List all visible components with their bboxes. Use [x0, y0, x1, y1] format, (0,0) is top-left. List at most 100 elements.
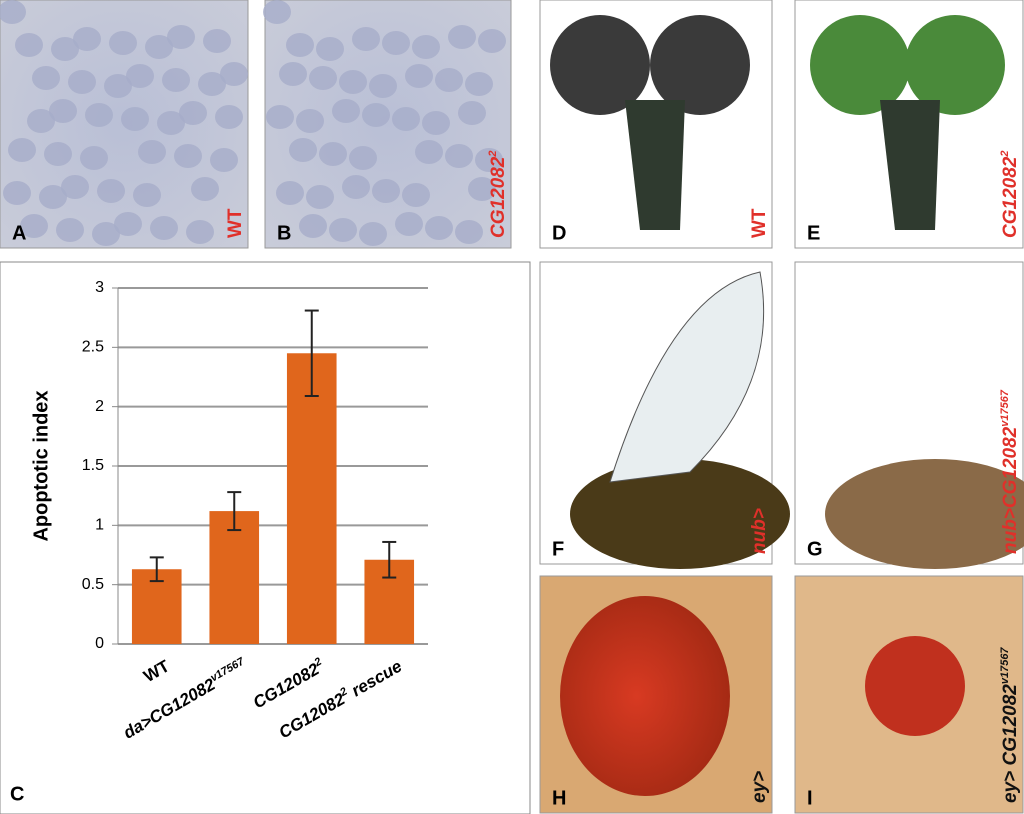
- label-text: WT: [749, 208, 770, 238]
- panel-letter: F: [552, 538, 564, 560]
- cell: [342, 175, 370, 199]
- cell: [279, 62, 307, 86]
- panel-letter: D: [552, 222, 566, 244]
- y-tick-label: 0.5: [82, 576, 104, 593]
- label-text: nub>CG12082: [1000, 426, 1021, 554]
- brain-lobe: [905, 15, 1005, 115]
- cell: [97, 179, 125, 203]
- cell: [468, 177, 496, 201]
- cell: [362, 103, 390, 127]
- cell: [44, 142, 72, 166]
- panel-letter: E: [807, 222, 820, 244]
- cell: [39, 185, 67, 209]
- cell: [186, 220, 214, 244]
- cell: [475, 148, 503, 172]
- cell: [359, 222, 387, 246]
- panel-label: CG120822: [999, 151, 1021, 238]
- panel-label: CG120822: [487, 151, 509, 238]
- cell: [126, 64, 154, 88]
- cell: [405, 64, 433, 88]
- y-tick-label: 2: [95, 398, 104, 415]
- cell: [329, 218, 357, 242]
- y-axis-label: Apoptotic index: [30, 390, 52, 541]
- eye: [865, 636, 965, 736]
- cell: [448, 25, 476, 49]
- cell: [104, 74, 132, 98]
- bar: [209, 511, 260, 644]
- cell: [422, 111, 450, 135]
- error-bar: [227, 491, 242, 532]
- cell: [309, 66, 337, 90]
- cell: [191, 177, 219, 201]
- label-text: nub>: [749, 508, 770, 554]
- cell: [210, 148, 238, 172]
- cell: [332, 99, 360, 123]
- cell: [289, 138, 317, 162]
- cell: [415, 140, 443, 164]
- cell: [150, 216, 178, 240]
- cell: [27, 109, 55, 133]
- cell: [179, 101, 207, 125]
- error-bar: [149, 556, 164, 583]
- cell: [109, 31, 137, 55]
- label-text: ey> CG12082: [1000, 684, 1021, 803]
- cell: [133, 183, 161, 207]
- cell: [316, 37, 344, 61]
- cell: [15, 33, 43, 57]
- cell: [215, 105, 243, 129]
- label-text: WT: [225, 208, 246, 238]
- cell: [435, 68, 463, 92]
- cell: [0, 0, 26, 24]
- cell: [425, 216, 453, 240]
- cell: [32, 66, 60, 90]
- cell: [319, 142, 347, 166]
- fly-body: [570, 459, 790, 569]
- y-tick-label: 3: [95, 279, 104, 296]
- cell: [203, 29, 231, 53]
- cell: [157, 111, 185, 135]
- cell: [402, 183, 430, 207]
- cell: [266, 105, 294, 129]
- wing: [609, 271, 765, 483]
- cell: [138, 140, 166, 164]
- cell: [382, 31, 410, 55]
- cell: [114, 212, 142, 236]
- panel-label: nub>: [749, 508, 770, 554]
- chart-panel: [0, 261, 531, 814]
- y-tick-label: 0: [95, 635, 104, 652]
- cell: [352, 27, 380, 51]
- brain-lobe: [650, 15, 750, 115]
- label-superscript: v17567: [999, 389, 1011, 427]
- cell: [465, 72, 493, 96]
- panel-label: ey>: [749, 771, 770, 803]
- cell: [51, 37, 79, 61]
- cell: [73, 27, 101, 51]
- cell: [306, 185, 334, 209]
- eye: [560, 596, 730, 796]
- cell: [162, 68, 190, 92]
- cell: [296, 109, 324, 133]
- panel-letter: A: [12, 222, 26, 244]
- panel-letter: G: [807, 538, 823, 560]
- panel-label: WT: [749, 208, 770, 238]
- cell: [478, 29, 506, 53]
- label-text: ey>: [749, 771, 770, 803]
- panel-label: ey> CG12082v17567: [999, 647, 1021, 803]
- cell: [369, 74, 397, 98]
- error-bar: [304, 309, 319, 397]
- cell: [3, 181, 31, 205]
- cell: [167, 25, 195, 49]
- cell: [61, 175, 89, 199]
- cell: [92, 222, 120, 246]
- label-superscript: 2: [999, 151, 1011, 158]
- cell: [339, 70, 367, 94]
- bar: [286, 353, 337, 644]
- panel-letter: H: [552, 787, 566, 809]
- panel-label: nub>CG12082v17567: [999, 389, 1021, 554]
- brain-lobe: [550, 15, 650, 115]
- cell: [455, 220, 483, 244]
- panel-label: WT: [225, 208, 246, 238]
- nerve-cord: [625, 100, 685, 230]
- cell: [276, 181, 304, 205]
- brain-lobe: [810, 15, 910, 115]
